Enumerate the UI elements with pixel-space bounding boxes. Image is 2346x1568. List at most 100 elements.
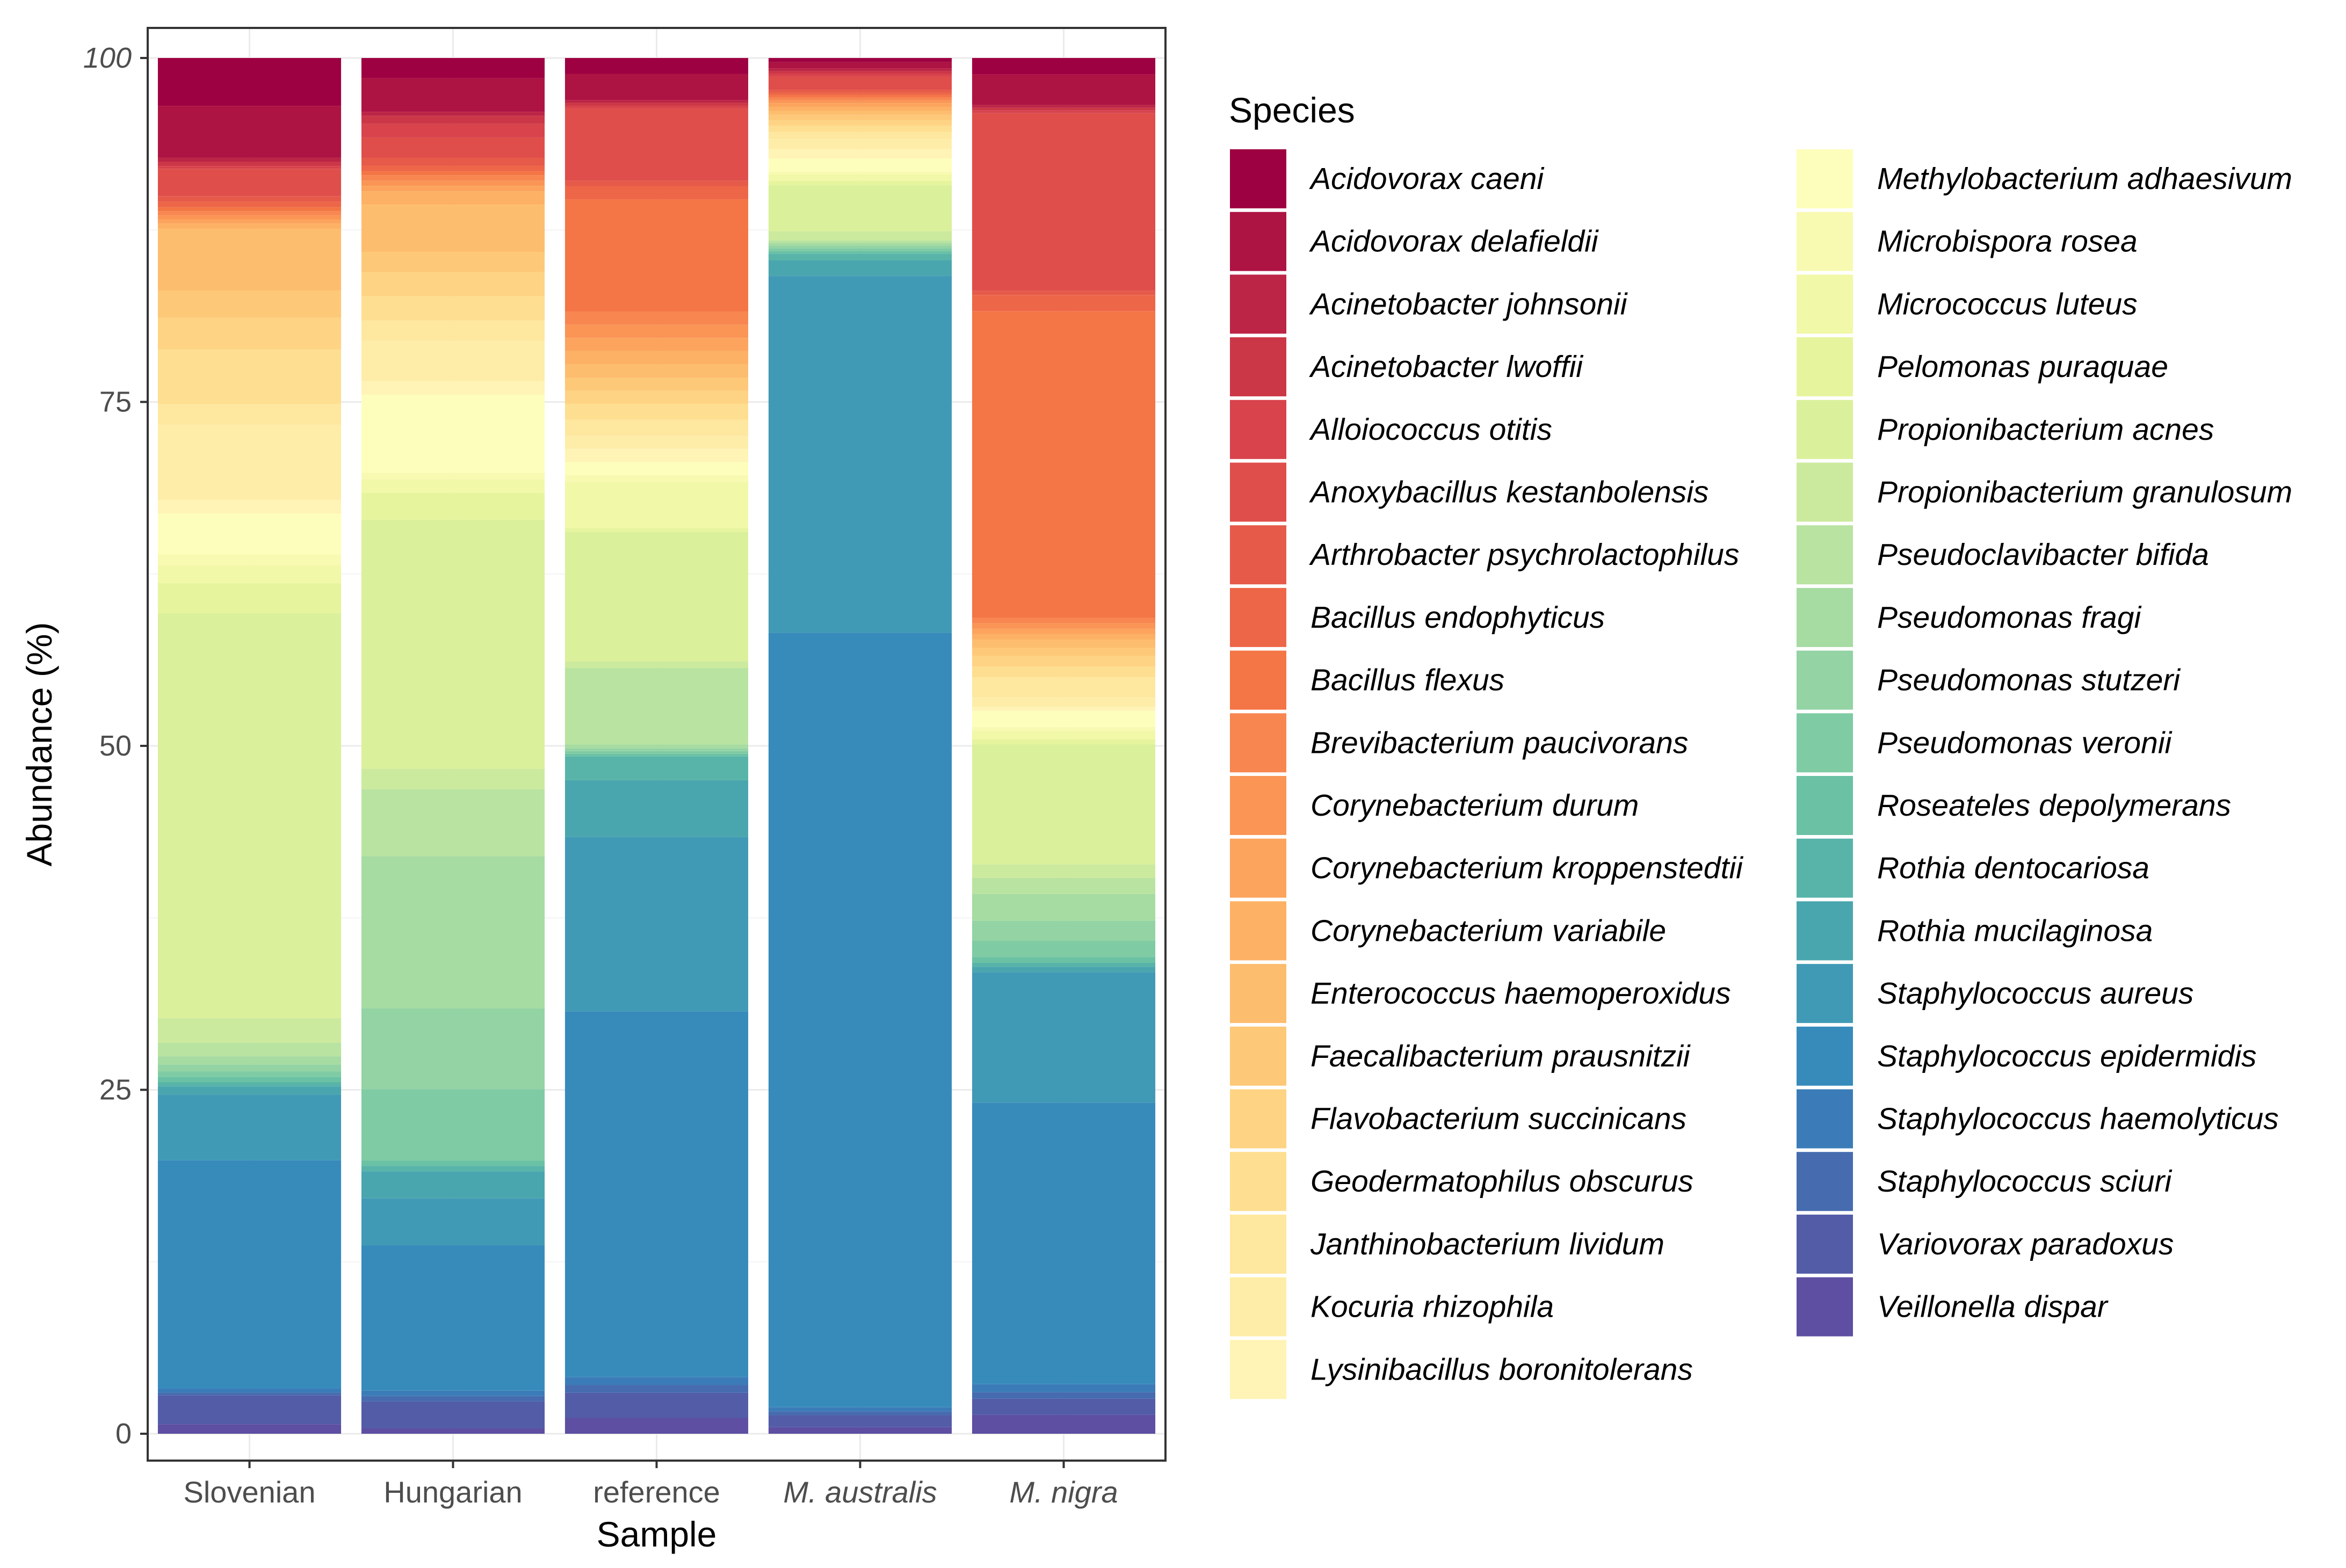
bar-segment	[972, 618, 1156, 623]
bar-segment	[564, 1377, 749, 1385]
bar-segment	[157, 1071, 342, 1077]
bar-segment	[564, 103, 749, 106]
bar-segment	[564, 744, 749, 749]
bar-segment	[157, 1077, 342, 1083]
legend-key	[1230, 1026, 1286, 1086]
y-tick-label: 75	[99, 386, 132, 418]
legend-label: Acidovorax caeni	[1309, 162, 1544, 196]
legend-label: Corynebacterium kroppenstedtii	[1310, 851, 1743, 885]
bar-segment	[972, 113, 1156, 291]
bar-segment	[564, 1418, 749, 1434]
bar-segment	[157, 513, 342, 555]
bar-segment	[972, 1392, 1156, 1399]
bar-segment	[768, 185, 952, 231]
legend-label: Propionibacterium acnes	[1877, 412, 2214, 447]
bar-segment	[157, 1424, 342, 1434]
legend-key	[1797, 462, 1853, 522]
bar-segment	[972, 1414, 1156, 1434]
bar-segment	[768, 243, 952, 246]
legend-label: Corynebacterium variabile	[1310, 913, 1666, 948]
bar-segment	[768, 1427, 952, 1434]
legend-label: Pelomonas puraquae	[1877, 350, 2168, 384]
bar-segment	[564, 199, 749, 312]
bar-segment	[564, 837, 749, 1012]
bar-segment	[564, 58, 749, 74]
legend-key	[1797, 274, 1853, 334]
bar-segment	[157, 1094, 342, 1160]
legend-key	[1230, 274, 1286, 334]
bar-segment	[361, 789, 545, 856]
bar-segment	[361, 768, 545, 789]
legend-key	[1230, 212, 1286, 271]
legend-label: Acinetobacter johnsonii	[1309, 287, 1628, 321]
bar-segment	[361, 340, 545, 381]
bar-segment	[361, 1198, 545, 1246]
legend-key	[1230, 650, 1286, 710]
bar-segment	[361, 251, 545, 272]
bar-segment	[564, 390, 749, 404]
bar-segment	[361, 186, 545, 192]
legend-key	[1797, 713, 1853, 773]
bar-segment	[361, 115, 545, 124]
bar-segment	[564, 419, 749, 436]
bar-segment	[361, 205, 545, 252]
legend-label: Propionibacterium granulosum	[1877, 475, 2292, 510]
legend-key	[1230, 1089, 1286, 1149]
legend-key	[1797, 650, 1853, 710]
bar-segment	[361, 1245, 545, 1391]
bar-segment	[972, 105, 1156, 108]
legend-key	[1797, 212, 1853, 271]
legend-key	[1797, 964, 1853, 1023]
bar-segment	[972, 962, 1156, 967]
bar-segment	[361, 112, 545, 116]
y-tick-label: 0	[115, 1418, 132, 1450]
bar-segment	[361, 1008, 545, 1090]
legend-label: Alloiococcus otitis	[1309, 412, 1552, 447]
bar-segment	[157, 565, 342, 583]
legend-key	[1797, 1089, 1853, 1149]
bar-segment	[361, 473, 545, 480]
bar-segment	[564, 100, 749, 103]
legend-label: Staphylococcus sciuri	[1877, 1164, 2172, 1199]
bar-segment	[972, 972, 1156, 1103]
y-tick-label: 100	[83, 42, 132, 74]
bar-segment	[564, 751, 749, 754]
legend-key	[1797, 1152, 1853, 1211]
bar-segment	[361, 171, 545, 176]
bar-segment	[361, 180, 545, 186]
bar-segment	[157, 349, 342, 404]
legend-label: Arthrobacter psychrolactophilus	[1309, 538, 1739, 572]
bar-segment	[361, 1396, 545, 1402]
bar-segment	[157, 1086, 342, 1095]
bar-segment	[768, 253, 952, 260]
legend-key	[1230, 964, 1286, 1023]
bar-segment	[157, 169, 342, 197]
bar-segment	[361, 58, 545, 78]
bar-segment	[768, 180, 952, 185]
legend-label: Janthinobacterium lividum	[1310, 1227, 1664, 1261]
bar-segment	[972, 58, 1156, 75]
bar-segment	[768, 132, 952, 139]
bar-segment	[361, 296, 545, 321]
legend-label: Rothia dentocariosa	[1877, 851, 2149, 885]
x-tick-label: Hungarian	[383, 1475, 522, 1509]
bar-segment	[768, 1415, 952, 1427]
x-tick-label: M. nigra	[1009, 1475, 1118, 1509]
legend-label: Staphylococcus haemolyticus	[1877, 1102, 2279, 1136]
bar-segment	[361, 394, 545, 473]
legend-label: Anoxybacillus kestanbolensis	[1309, 475, 1708, 510]
bar-segment	[361, 157, 545, 166]
bar-segment	[972, 727, 1156, 731]
y-axis-label: Abundance (%)	[19, 622, 59, 867]
bar-segment	[972, 744, 1156, 865]
bar-segment	[768, 74, 952, 77]
legend-label: Staphylococcus aureus	[1877, 976, 2193, 1011]
bar-segment	[361, 1166, 545, 1172]
bar-segment	[157, 215, 342, 220]
bar-segment	[768, 1411, 952, 1415]
legend-label: Flavobacterium succinicans	[1310, 1102, 1686, 1136]
bar-segment	[157, 162, 342, 166]
legend-key	[1230, 462, 1286, 522]
bar-segment	[564, 180, 749, 186]
